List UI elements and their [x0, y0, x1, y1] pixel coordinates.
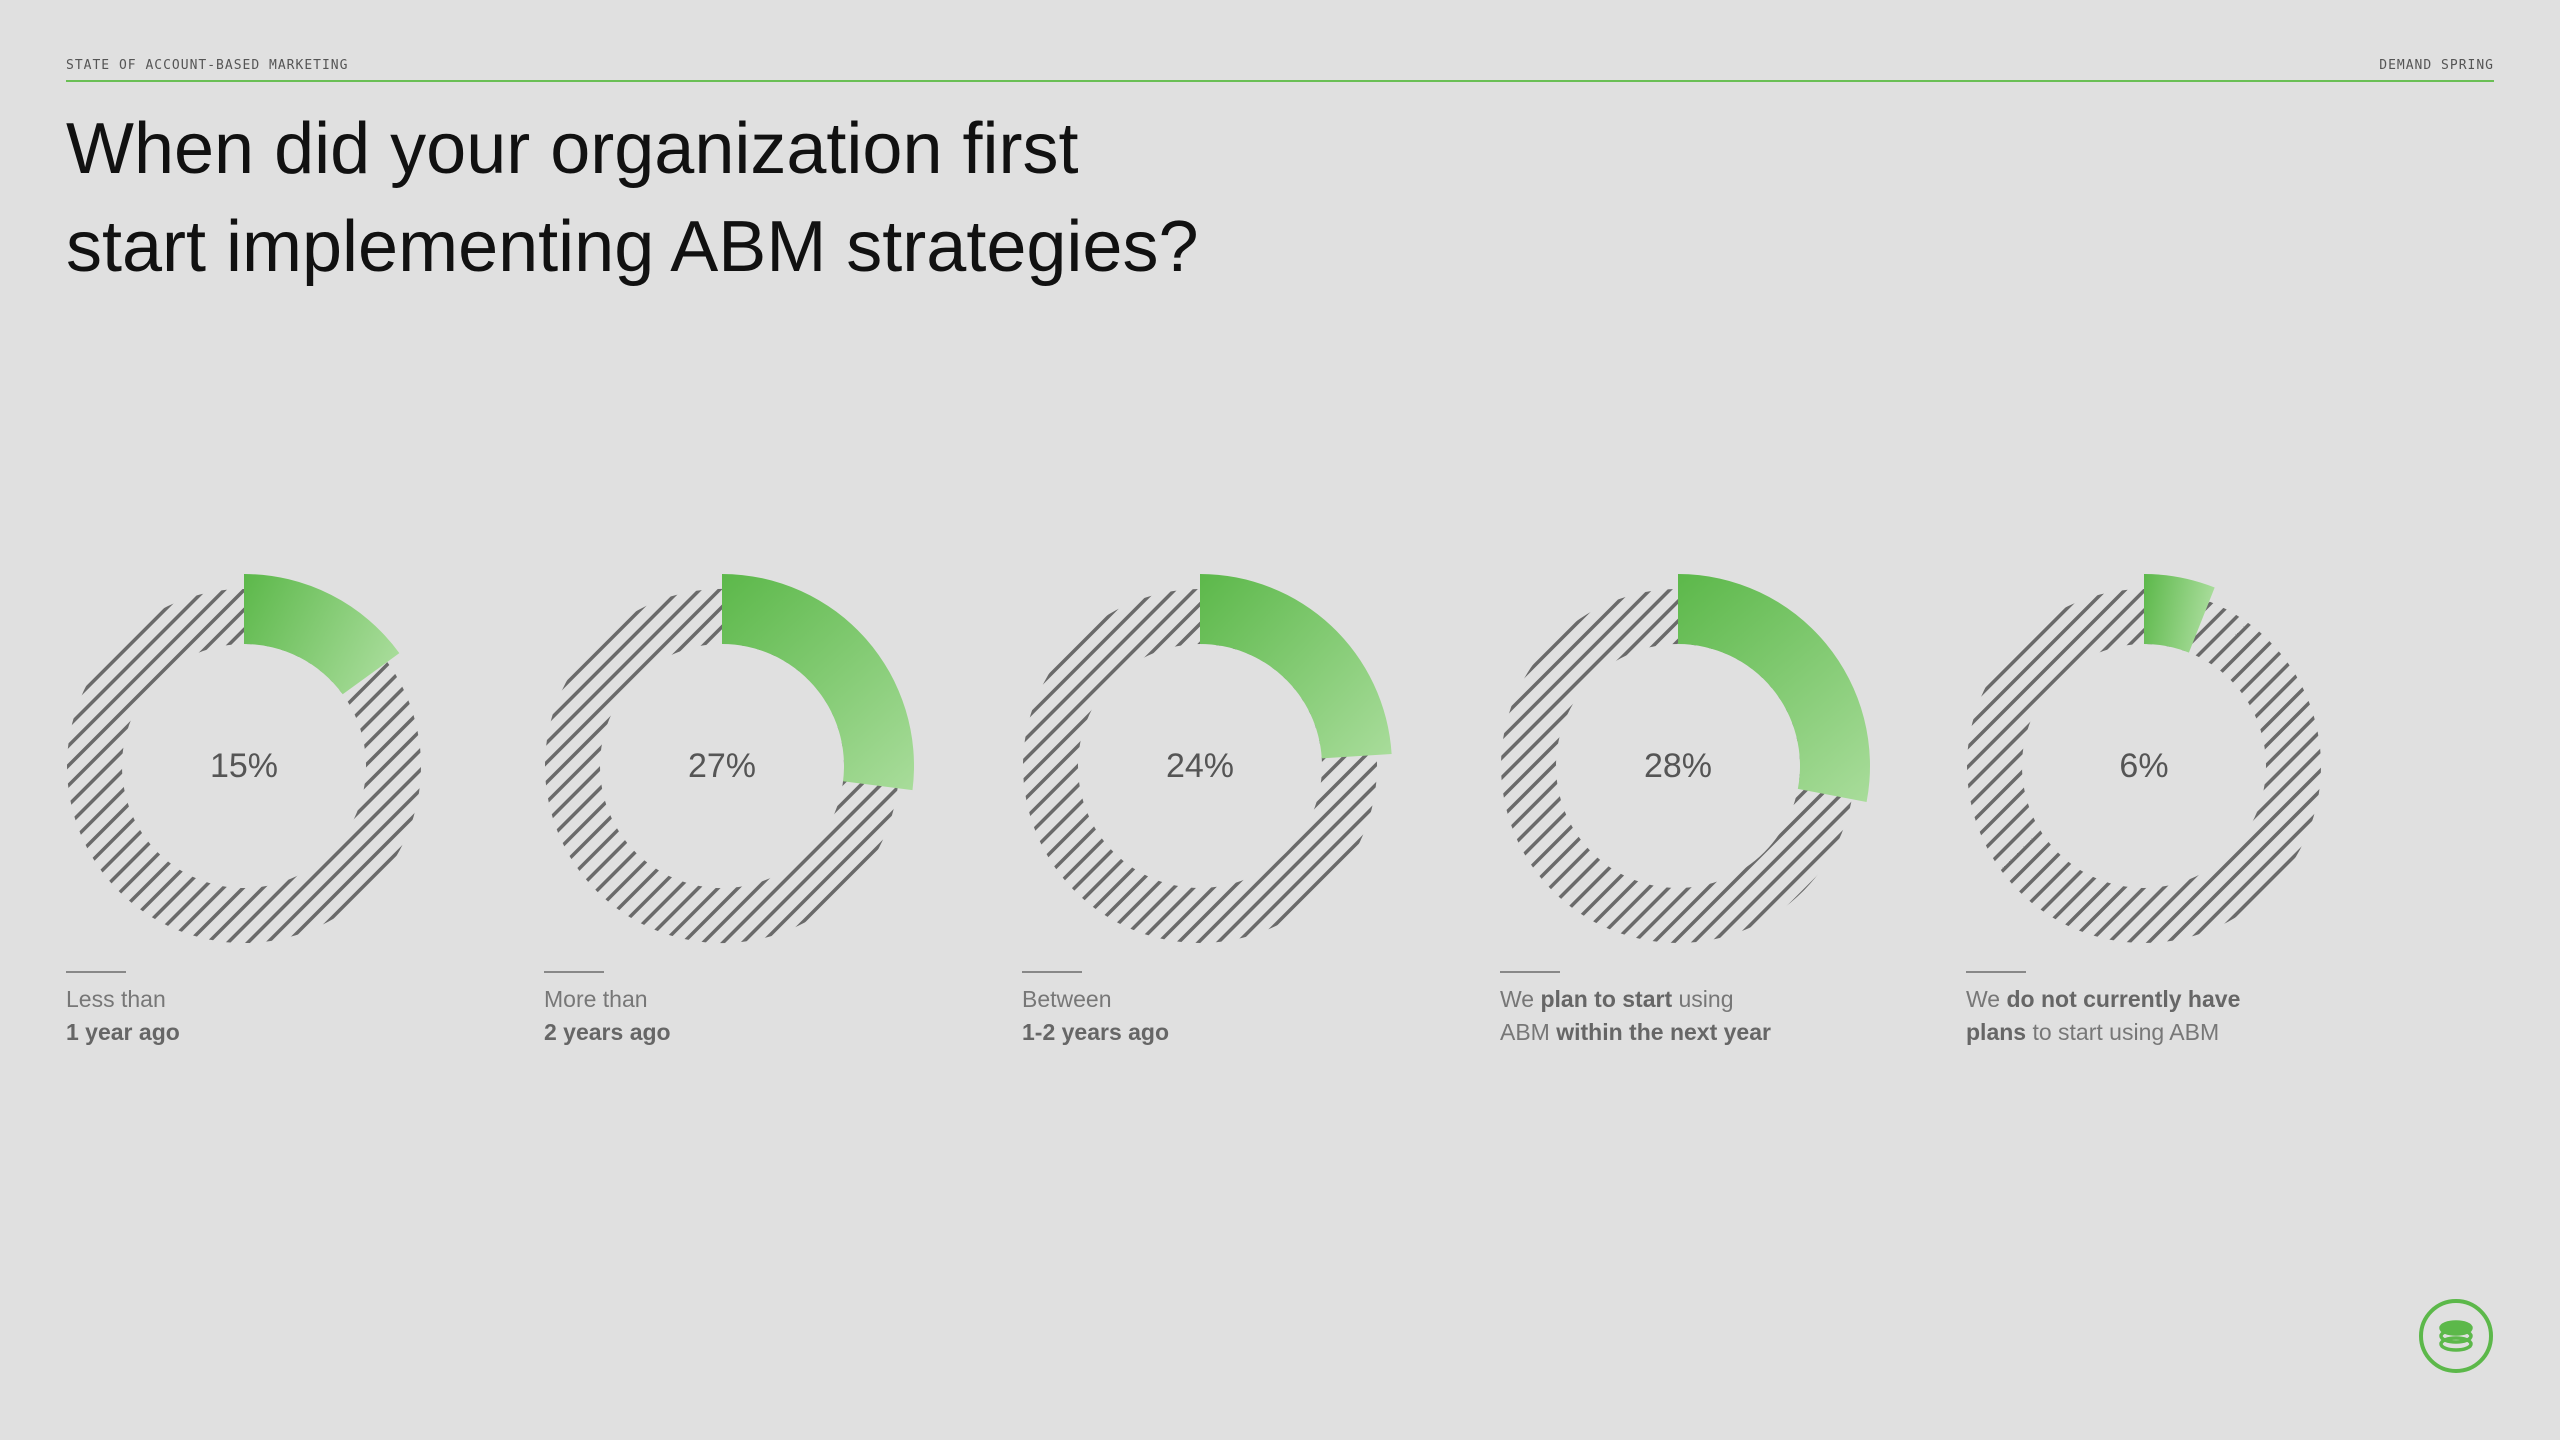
donut-segment-5: [2144, 574, 2215, 653]
donut-chart-4: 28%: [1501, 574, 1870, 943]
donut-label-3: 24%: [1166, 747, 1234, 785]
caption-rule: [1500, 971, 1560, 973]
category-caption-4: We plan to start using ABM within the nex…: [1500, 971, 1920, 1049]
donut-chart-3: 24%: [1023, 574, 1392, 943]
report-name: STATE OF ACCOUNT-BASED MARKETING: [66, 58, 349, 73]
donut-label-2: 27%: [688, 747, 756, 785]
donut-chart-2: 27%: [544, 574, 915, 944]
title-line-1: When did your organization first: [66, 109, 1079, 189]
donut-segment-2: [722, 574, 915, 791]
donut-chart-1: 15%: [66, 574, 422, 944]
donut-label-1: 15%: [210, 747, 278, 785]
donut-label-5: 6%: [2119, 747, 2168, 785]
page-title: When did your organization first start i…: [66, 100, 1266, 296]
title-line-2: start implementing ABM strategies?: [66, 207, 1199, 287]
donut-label-4: 28%: [1644, 747, 1712, 785]
top-bar: STATE OF ACCOUNT-BASED MARKETING DEMAND …: [66, 58, 2494, 82]
caption-text: We plan to start using ABM within the nex…: [1500, 986, 1771, 1045]
caption-text: Less than 1 year ago: [66, 986, 180, 1045]
stacked-coins-icon[interactable]: [2418, 1298, 2494, 1374]
donut-ring-5: [1967, 589, 2321, 943]
caption-rule: [544, 971, 604, 973]
caption-rule: [66, 971, 126, 973]
caption-rule: [1022, 971, 1082, 973]
caption-text: We do not currently have plans to start u…: [1966, 986, 2241, 1045]
category-caption-5: We do not currently have plans to start u…: [1966, 971, 2386, 1049]
brand-name: DEMAND SPRING: [2379, 58, 2494, 73]
donut-chart-5: 6%: [1967, 574, 2321, 943]
donut-segment-3: [1200, 574, 1392, 759]
donut-segment-1: [244, 574, 400, 695]
caption-text: More than 2 years ago: [544, 986, 671, 1045]
category-caption-3: Between 1-2 years ago: [1022, 971, 1442, 1049]
caption-text: Between 1-2 years ago: [1022, 986, 1170, 1045]
category-caption-1: Less than 1 year ago: [66, 971, 486, 1049]
donut-segment-4: [1678, 574, 1870, 802]
caption-rule: [1966, 971, 2026, 973]
category-caption-2: More than 2 years ago: [544, 971, 964, 1049]
